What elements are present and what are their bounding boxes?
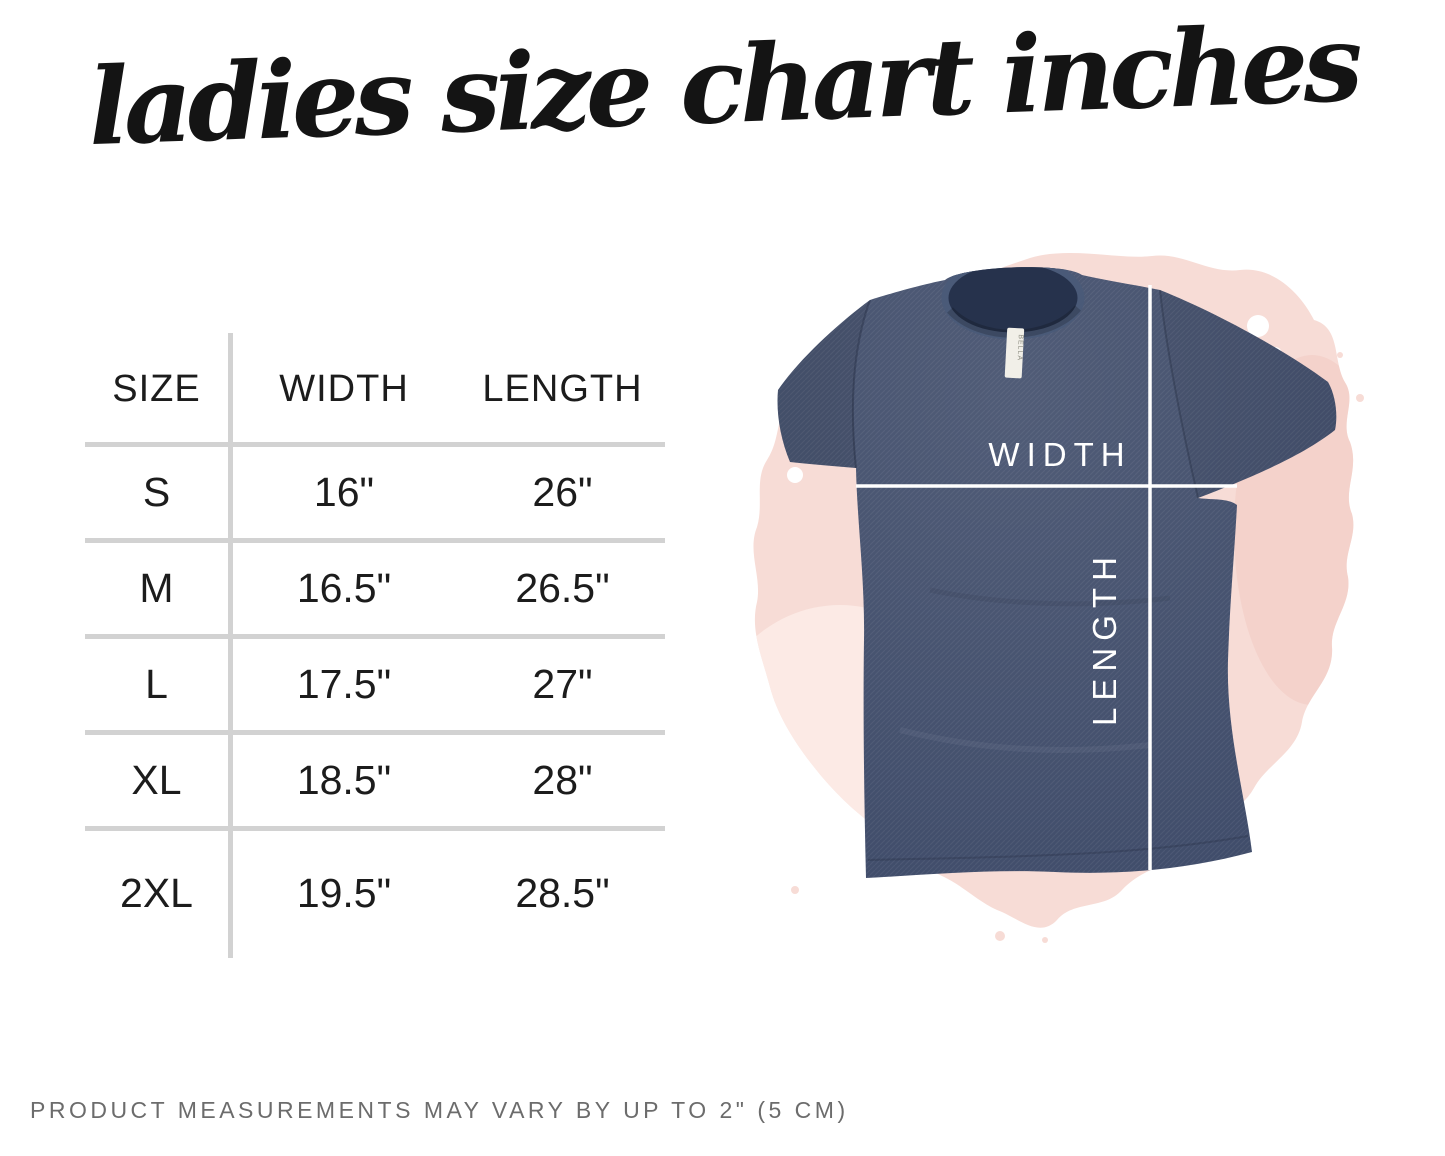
column-header-size: SIZE <box>112 368 201 410</box>
table-row: L 17.5" 27" <box>85 639 665 735</box>
neck-tag-label: BELLA <box>1016 334 1024 361</box>
table-row: XL 18.5" 28" <box>85 735 665 831</box>
cell-width: 18.5" <box>296 757 392 803</box>
splash-dot <box>1337 352 1343 358</box>
left-sleeve-seam <box>851 299 871 469</box>
splash-hole <box>787 467 803 483</box>
cell-width: 16" <box>313 469 375 515</box>
splash-hole <box>1247 315 1269 337</box>
wrinkle <box>899 727 1151 753</box>
column-header-length: LENGTH <box>482 368 643 410</box>
table-row: 2XL 19.5" 28.5" <box>85 831 665 956</box>
table-header-row: SIZE WIDTH LENGTH <box>85 337 665 447</box>
cell-width: 17.5" <box>296 661 392 707</box>
hem-seam <box>867 835 1249 861</box>
cell-length: 27" <box>532 661 593 707</box>
right-sleeve-seam <box>1159 289 1199 499</box>
cell-size: M <box>139 565 174 611</box>
cell-size: 2XL <box>120 870 193 916</box>
neck-tag-rect <box>1004 327 1025 379</box>
table-vertical-divider <box>228 333 233 958</box>
page-title: ladies size chart inches <box>85 0 1360 170</box>
cell-length: 28.5" <box>515 870 610 916</box>
neck-tag: BELLA <box>1004 327 1025 379</box>
tshirt-diagram: BELLA WIDTH LENGTH <box>753 253 1364 943</box>
right-sleeve-shade <box>1160 290 1337 498</box>
splash-dot <box>1356 394 1364 402</box>
neck-opening <box>945 267 1081 336</box>
cell-width: 19.5" <box>296 870 392 916</box>
cell-length: 26.5" <box>515 565 610 611</box>
width-label: WIDTH <box>988 436 1131 473</box>
measurement-disclaimer: PRODUCT MEASUREMENTS MAY VARY BY UP TO 2… <box>30 1097 849 1123</box>
splash-dot <box>1042 937 1048 943</box>
cell-length: 28" <box>532 757 593 803</box>
table-row: S 16" 26" <box>85 447 665 543</box>
cell-length: 26" <box>532 469 593 515</box>
size-table: SIZE WIDTH LENGTH S 16" 26" M 16.5" 26.5… <box>85 333 665 958</box>
splash-dot <box>995 931 1005 941</box>
table-row: M 16.5" 26.5" <box>85 543 665 639</box>
left-sleeve-shade <box>777 300 870 468</box>
wrinkle <box>929 587 1171 607</box>
cell-size: L <box>145 661 168 707</box>
cell-size: S <box>142 469 171 515</box>
cell-size: XL <box>131 757 182 803</box>
splash-dot <box>791 886 799 894</box>
cell-width: 16.5" <box>296 565 392 611</box>
length-label: LENGTH <box>1086 550 1123 726</box>
column-header-width: WIDTH <box>279 368 409 410</box>
